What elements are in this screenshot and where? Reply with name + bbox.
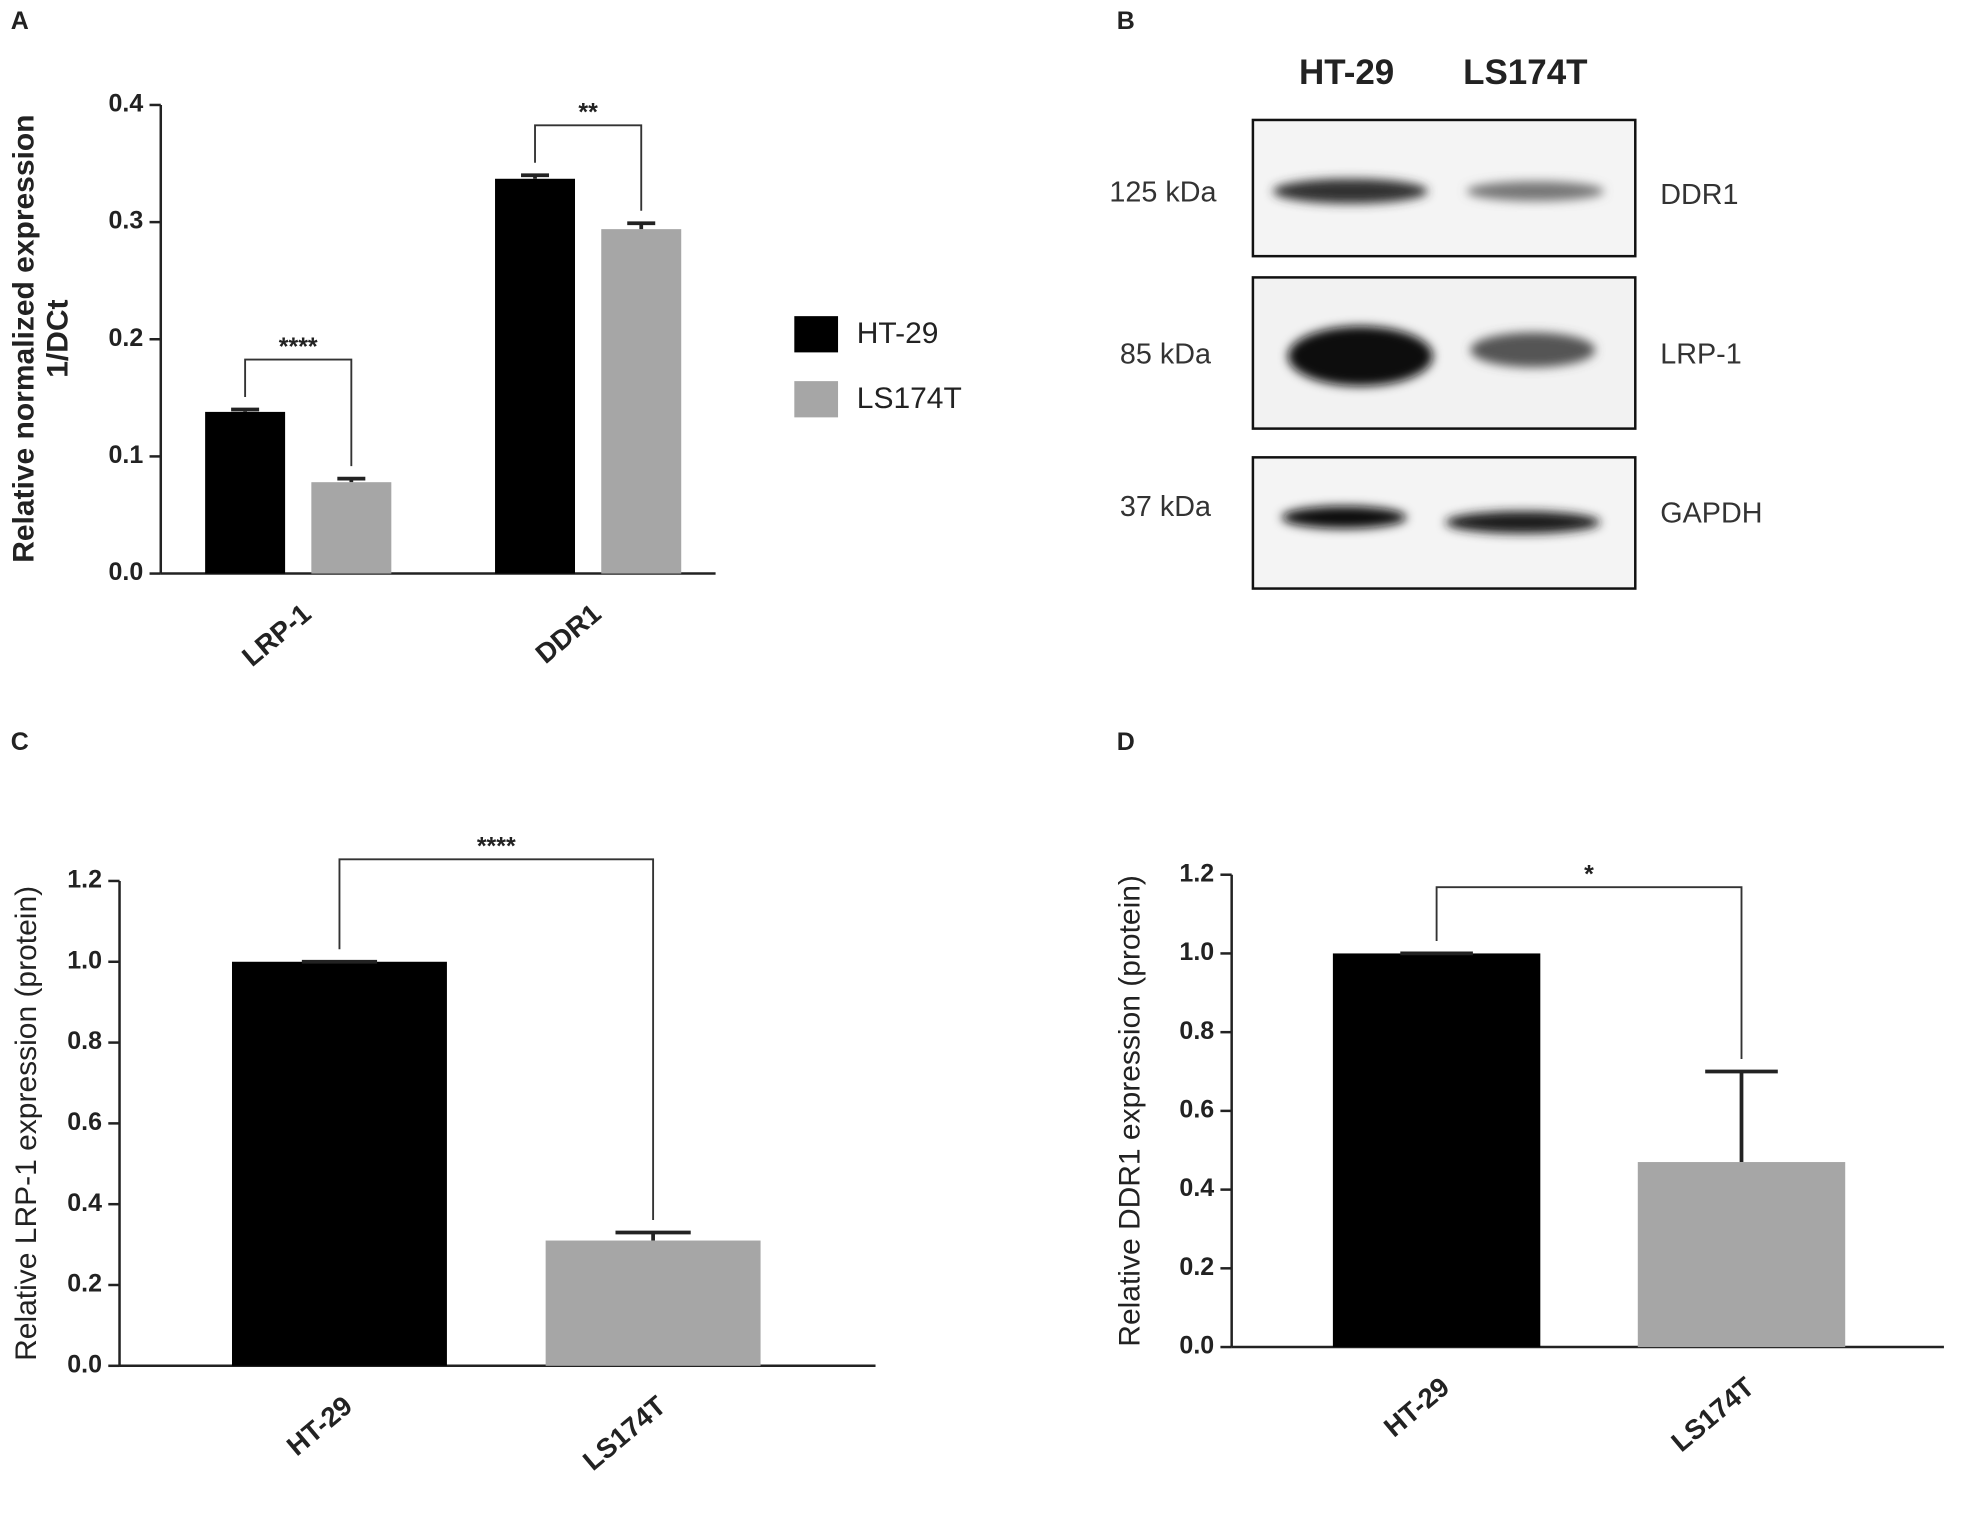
y-axis-label: Relative LRP-1 expression (protein): [10, 886, 43, 1361]
y-axis-label: Relative DDR1 expression (protein): [1114, 875, 1147, 1347]
y-tick-label: 0.4: [1179, 1174, 1214, 1202]
blot-band: [1466, 181, 1605, 202]
protein-label: DDR1: [1660, 179, 1738, 211]
x-tick-label: HT-29: [1378, 1371, 1455, 1443]
bar: [601, 229, 682, 574]
error-bar: [627, 221, 656, 230]
x-tick-label: DDR1: [529, 597, 606, 669]
bar: [1637, 1162, 1846, 1348]
y-tick-label: 0.0: [67, 1350, 102, 1378]
lane-label: LS174T: [1463, 53, 1587, 92]
error-bar: [231, 407, 260, 412]
legend-label: HT-29: [857, 317, 939, 350]
legend-swatch: [794, 381, 839, 418]
marker-label: 85 kDa: [1120, 339, 1211, 371]
y-tick-label: 1.2: [1179, 859, 1214, 887]
error-bar: [1705, 1069, 1778, 1163]
bar: [311, 482, 392, 574]
y-tick-label: 0.1: [109, 441, 144, 469]
blot-band: [1287, 326, 1433, 387]
x-tick-label: LS174T: [1665, 1371, 1760, 1458]
blot-band: [1445, 511, 1601, 534]
y-tick-label: 0.2: [67, 1270, 102, 1298]
error-bar: [337, 476, 366, 483]
blot-band: [1272, 178, 1428, 204]
protein-label: LRP-1: [1660, 339, 1741, 371]
x-tick-label: LRP-1: [236, 597, 317, 672]
bar: [495, 178, 576, 574]
y-tick-label: 0.6: [67, 1108, 102, 1136]
protein-label: GAPDH: [1660, 497, 1762, 529]
y-tick-label: 1.0: [1179, 938, 1214, 966]
panel-letter: C: [11, 728, 29, 756]
error-bar: [521, 173, 550, 179]
significance-bracket: [534, 124, 643, 211]
significance-label: **: [578, 99, 598, 127]
error-bar: [615, 1230, 691, 1241]
y-tick-label: 0.0: [109, 558, 144, 586]
significance-bracket: [338, 858, 655, 1220]
y-tick-label: 0.8: [67, 1027, 102, 1055]
panel-letter: A: [11, 7, 29, 35]
y-tick-label: 0.4: [67, 1189, 102, 1217]
y-tick-label: 0.6: [1179, 1095, 1214, 1123]
blot-band: [1281, 506, 1407, 529]
blot-band: [1470, 332, 1596, 368]
marker-label: 125 kDa: [1109, 176, 1216, 208]
x-tick-label: HT-29: [281, 1390, 358, 1462]
y-tick-label: 0.8: [1179, 1017, 1214, 1045]
y-tick-label: 0.2: [109, 324, 144, 352]
y-axis-label: 1/DCt: [41, 299, 74, 377]
bar: [545, 1240, 761, 1366]
panel-letter: D: [1117, 728, 1135, 756]
bar: [1332, 953, 1541, 1348]
y-tick-label: 0.3: [109, 207, 144, 235]
y-tick-label: 0.4: [109, 90, 144, 118]
significance-bracket: [244, 358, 353, 467]
significance-bracket: [1435, 886, 1743, 1060]
y-axis-label: Relative normalized expression: [8, 114, 41, 562]
significance-label: *: [1584, 861, 1594, 889]
y-tick-label: 1.2: [67, 866, 102, 894]
y-tick-label: 1.0: [67, 946, 102, 974]
y-tick-label: 0.2: [1179, 1253, 1214, 1281]
marker-label: 37 kDa: [1120, 491, 1211, 523]
y-tick-label: 0.0: [1179, 1332, 1214, 1360]
significance-label: ****: [477, 833, 516, 861]
significance-label: ****: [279, 333, 318, 361]
bar: [205, 411, 286, 574]
legend-label: LS174T: [857, 382, 962, 415]
panel-letter: B: [1117, 7, 1135, 35]
x-tick-label: LS174T: [577, 1390, 672, 1477]
legend-swatch: [794, 316, 839, 353]
lane-label: HT-29: [1299, 53, 1394, 92]
bar: [231, 961, 447, 1366]
blot-panel: B HT-29 LS174T 125 kDa 85 kDa 37 kDa DDR…: [1109, 7, 1762, 590]
